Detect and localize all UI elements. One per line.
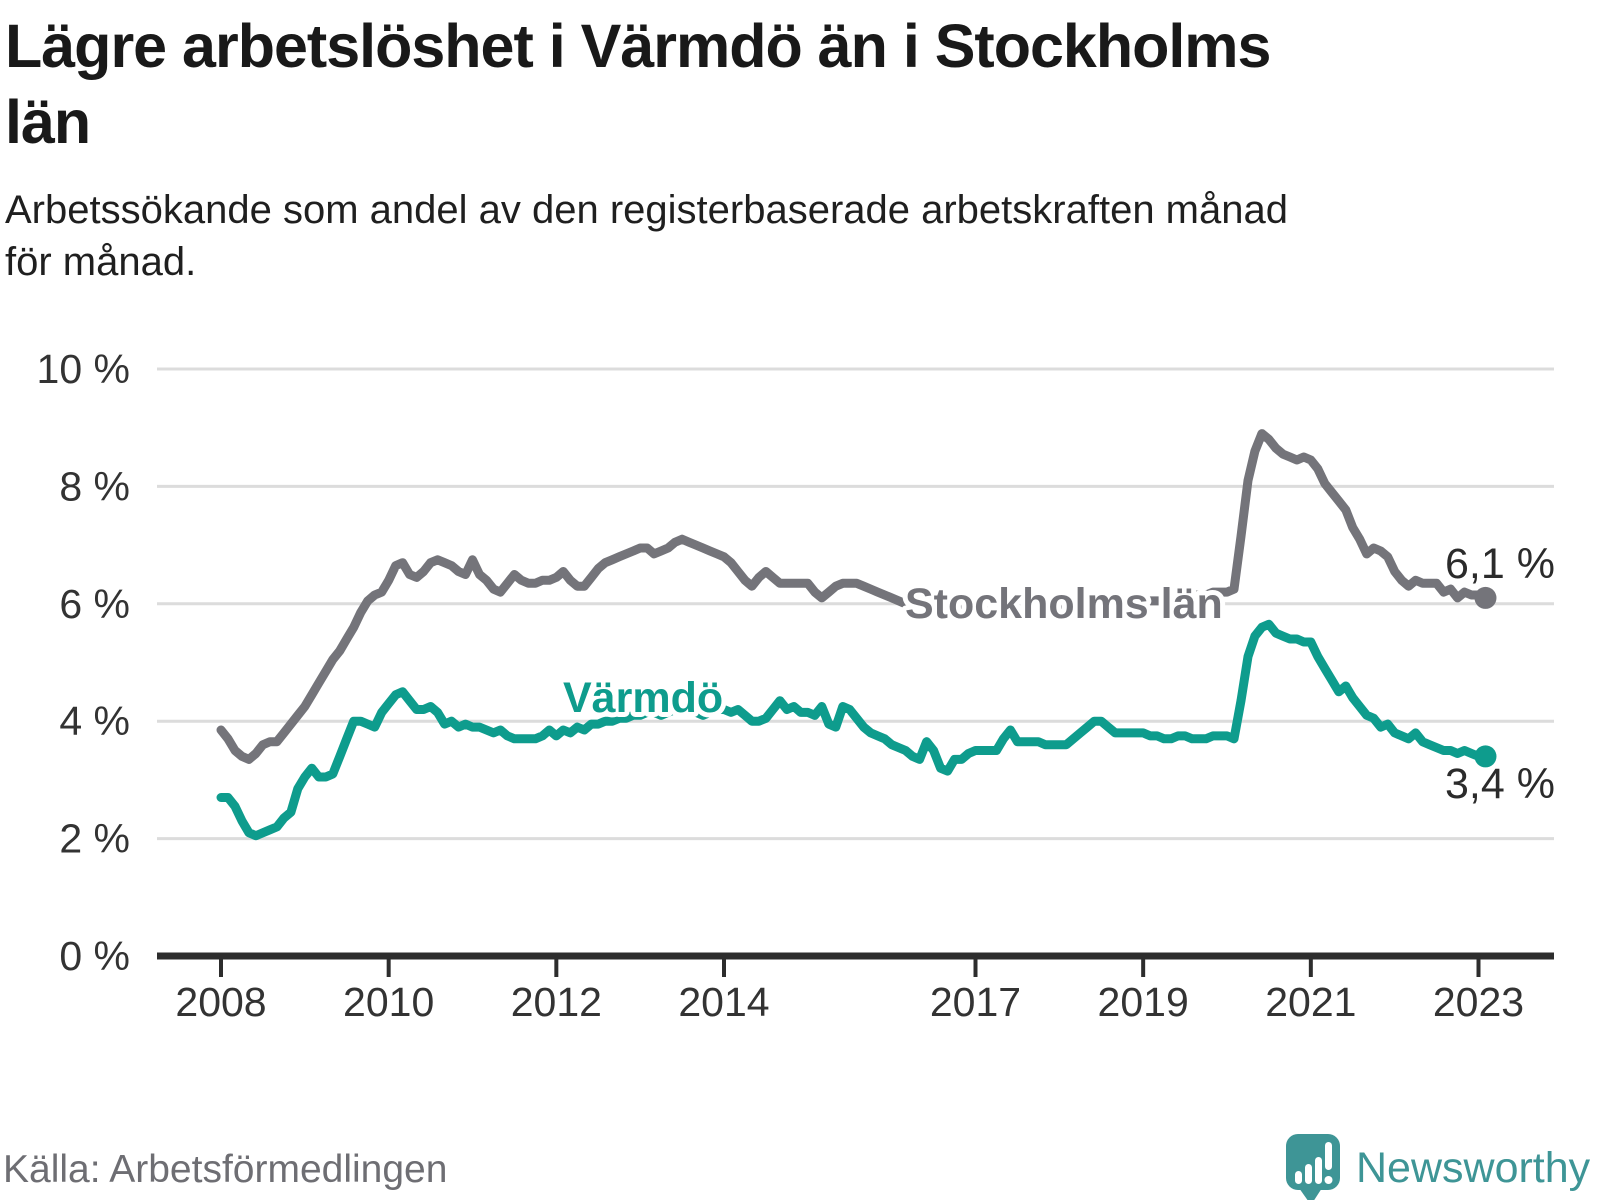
y-tick-label-8pct: 8 %	[59, 463, 130, 509]
subtitle-line-2: för månad.	[5, 240, 197, 284]
series-label-varmdo: Värmdö	[563, 674, 723, 722]
series-end-dot-varmdo	[1474, 745, 1497, 768]
x-tick-label-2012: 2012	[511, 979, 602, 1025]
source-note: Källa: Arbetsförmedlingen	[3, 1148, 448, 1191]
series-label-stockholm: Stockholms län	[905, 580, 1223, 628]
newsworthy-logo-text: Newsworthy	[1356, 1143, 1591, 1192]
x-tick-label-2017: 2017	[930, 979, 1021, 1025]
series-end-dot-stockholm	[1474, 586, 1497, 609]
x-tick-label-2008: 2008	[175, 979, 266, 1025]
x-tick-label-2014: 2014	[678, 979, 769, 1025]
series-end-value-stockholm: 6,1 %	[1445, 540, 1555, 588]
title-line-2: län	[5, 88, 91, 157]
x-tick-label-2023: 2023	[1433, 979, 1524, 1025]
series-line-varmdo	[216, 619, 1490, 841]
title-line-1: Lägre arbetslöshet i Värmdö än i Stockho…	[5, 12, 1271, 80]
page-title: Lägre arbetslöshet i Värmdö än i Stockho…	[5, 8, 1525, 161]
series-end-value-varmdo: 3,4 %	[1445, 760, 1555, 808]
chart-subtitle: Arbetssökande som andel av den registerb…	[5, 184, 1535, 288]
x-tick-label-2021: 2021	[1265, 979, 1356, 1025]
y-tick-label-10pct: 10 %	[37, 346, 130, 392]
x-tick-label-2019: 2019	[1098, 979, 1189, 1025]
x-tick-label-2010: 2010	[343, 979, 434, 1025]
subtitle-line-1: Arbetssökande som andel av den registerb…	[5, 188, 1288, 232]
y-tick-label-2pct: 2 %	[59, 816, 130, 862]
y-tick-label-4pct: 4 %	[59, 698, 130, 744]
newsworthy-logo-icon	[1286, 1134, 1340, 1200]
y-tick-label-6pct: 6 %	[59, 581, 130, 627]
y-tick-label-0pct: 0 %	[59, 933, 130, 979]
series-line-stockholm	[216, 429, 1490, 764]
newsworthy-logo: Newsworthy	[1282, 1130, 1590, 1200]
